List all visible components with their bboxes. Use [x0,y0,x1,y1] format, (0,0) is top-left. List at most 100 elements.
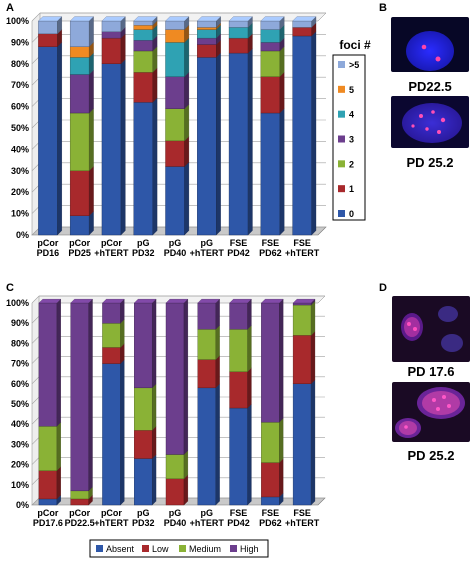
chart-a-bar-segment [228,16,253,28]
chart-c-bar-segment [292,331,316,385]
chart-a-bar-segment [165,161,190,236]
chart-a-bar-segment [292,31,317,236]
chart-c-bar-front [134,458,153,506]
chart-a-legend-label: 2 [349,159,354,169]
chart-c-bar-front [165,302,185,455]
micrograph-b1 [391,17,469,72]
chart-c-xtick-label: PD32 [132,518,155,528]
chart-c-bar-side [215,355,220,389]
chart-a-ytick-label: 30% [11,166,29,176]
chart-a-bar-top [69,16,94,22]
micrograph-b2 [391,96,469,148]
chart-c-legend-label: Medium [189,544,221,554]
chart-c-xtick-label: +hTERT [285,518,320,528]
chart-c-bar-top [70,298,93,304]
caption-d1: PD 17.6 [407,364,455,379]
chart-a-bar-segment [69,166,94,217]
chart-a-legend-swatch [338,110,345,118]
chart-a-bar-segment [260,24,285,43]
panel-letter-d: D [379,282,387,294]
chart-c-bar-side [56,466,61,500]
chart-c-bar-segment [229,403,252,506]
chart-a-bar-segment [197,52,221,236]
chart-c-bar-segment [229,325,252,373]
chart-c-bar-side [152,383,157,431]
chart-c-bar-segment [229,298,252,330]
chart-a-bar-segment [69,52,94,75]
chart-c-bar-side [310,379,316,506]
chart-c-bar-segment [292,379,316,506]
chart-a-bar-segment [197,39,221,58]
chart-a-legend-swatch [338,185,345,193]
chart-c-bar-side [279,417,284,463]
chart-a-bar-top [228,16,253,22]
chart-a-legend-label: 0 [349,209,354,219]
chart-c-bar-front [102,347,121,364]
caption-b1: PD22.5 [408,79,452,94]
chart-a-bar-segment [69,108,94,172]
chart-a-xtick-label: pG [201,238,214,248]
chart-a-xtick-label: pCor [37,238,58,248]
chart-a-xtick-label: PD25 [68,248,91,258]
chart-c-bar-segment [261,417,284,463]
chart-c-bar-segment [197,325,220,360]
chart-c-bar-side [152,298,157,389]
chart-c-xtick-label: FSE [230,508,248,518]
chart-a-bar-segment [260,71,285,114]
chart-c-bar-side [215,298,220,330]
chart-c-legend-swatch [142,545,149,552]
chart-a-bar-segment [260,46,285,78]
chart-a-bar-top [133,16,158,22]
chart-a-bar-segment [165,37,190,78]
chart-c-ytick-label: 50% [11,399,29,409]
chart-c-bar-front [38,302,58,427]
chart-c-bar-front [197,359,216,389]
chart-a-legend-swatch [338,135,345,143]
chart-c-bar-segment [197,298,220,330]
chart-c-legend-swatch [230,545,237,552]
chart-c-bar-segment [261,458,284,498]
chart-a-bar-segment [69,16,94,48]
chart-a-ytick-label: 80% [11,59,29,69]
chart-a-legend-label: 1 [349,184,354,194]
chart-c-bar-segment [165,298,189,455]
chart-a-bar-top [38,16,63,22]
chart-c-bar-side [247,298,252,330]
chart-c-legend-label: Low [152,544,169,554]
chart-c-bar-side [120,298,125,324]
chart-a-bar-segment [165,103,190,142]
chart-c-xtick-label: pCor [69,508,90,518]
chart-c-bar-segment [102,359,125,506]
micrograph-d2 [392,382,470,442]
chart-a-legend-label: 4 [349,110,354,120]
chart-a-xtick-label: +hTERT [285,248,320,258]
chart-c-bar-top [260,298,284,304]
chart-a-ytick-label: 90% [11,37,29,47]
chart-c-legend-label: High [240,544,259,554]
chart-c-ytick-label: 40% [11,419,29,429]
chart-a-xtick-label: PD40 [164,248,187,258]
chart-c-bar-front [261,302,280,423]
chart-c-bar-front [102,323,121,348]
chart-a-xtick-label: pCor [101,238,122,248]
chart-a-gridline [31,12,326,22]
chart-c-bar-segment [134,426,157,459]
chart-c-bar-front [134,387,153,431]
micrograph-d1 [392,296,470,362]
chart-a-bar-segment [101,33,126,65]
chart-c-bar-front [229,302,248,330]
chart-c-bar-front [292,335,312,385]
chart-c-bar-segment [197,355,220,389]
chart-a-bar-segment [165,24,190,43]
chart-c-bar-top [229,298,252,304]
chart-c-bar-front [102,363,121,506]
chart-a-ytick-label: 10% [11,209,29,219]
chart-c-bar-top [38,298,62,304]
chart-a-xtick-label: PD16 [37,248,60,258]
chart-c-bar-front [70,490,89,500]
chart-c-bar-side [183,450,189,480]
chart-c-bar-front [261,462,280,498]
chart-c-xtick-label: pCor [101,508,122,518]
chart-c-xtick-label: pG [169,508,182,518]
